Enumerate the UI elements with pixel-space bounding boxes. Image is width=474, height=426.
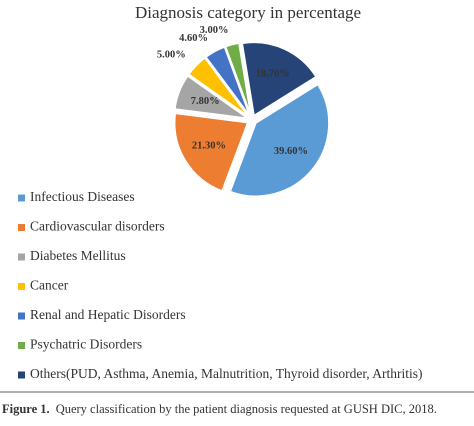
pie-slice [229,83,330,197]
pie-slice [174,112,249,192]
legend-swatch [18,194,25,202]
caption-label: Figure 1. [2,402,50,416]
data-label: 21.30% [192,140,226,151]
data-label: 3.00% [200,25,229,36]
legend-label: Others(PUD, Asthma, Anemia, Malnutrition… [30,366,423,381]
pie-slice [241,41,318,117]
legend-label: Cardiovascular disorders [30,219,165,234]
data-label: 5.00% [157,50,186,61]
pie-slice [187,56,250,118]
chart-title: Diagnosis category in percentage [135,3,361,22]
legend-swatch [18,283,25,290]
legend-label: Diabetes Mellitus [30,248,126,263]
caption: Figure 1. Query classification by the pat… [2,402,437,416]
pie-slice [174,74,248,119]
data-label: 18.70% [256,69,290,80]
legend-swatch [18,342,25,349]
legend-label: Infectious Diseases [30,189,135,204]
pie-slice [224,42,252,116]
data-label: 7.80% [191,96,220,107]
data-label: 39.60% [274,146,308,157]
pie-slice [204,46,251,117]
caption-text: Query classification by the patient diag… [56,402,437,416]
legend-label: Renal and Hepatic Disorders [30,307,186,322]
legend-label: Psychatric Disorders [30,337,142,352]
data-label: 4.60% [179,33,208,44]
legend-swatch [18,224,25,231]
legend-label: Cancer [30,278,69,293]
legend-swatch [18,253,25,261]
legend-swatch [18,312,25,320]
legend-swatch [18,371,25,379]
